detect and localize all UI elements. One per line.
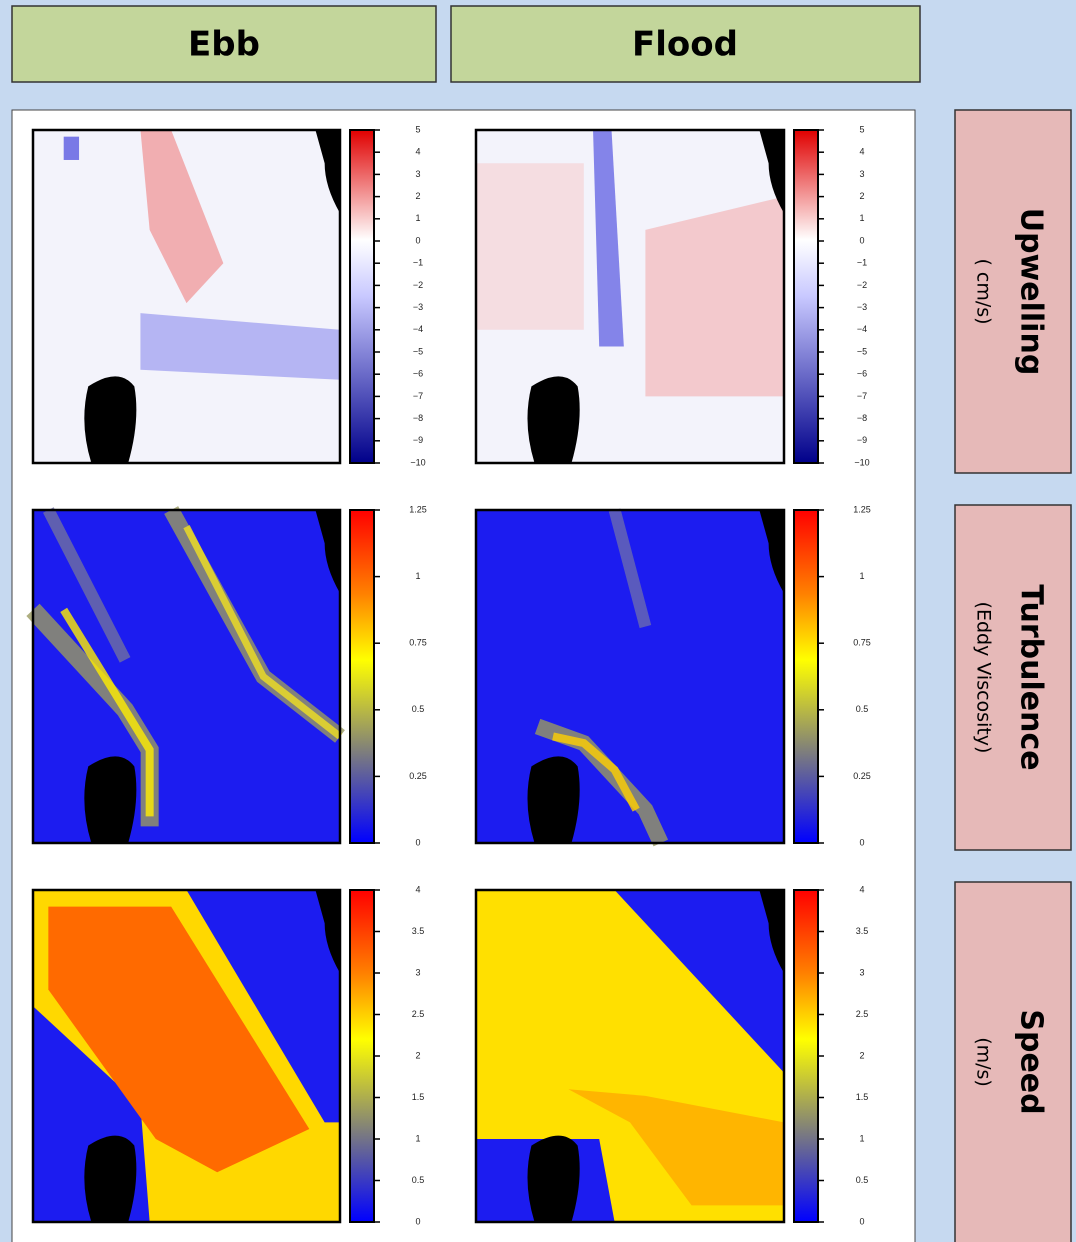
colorbar-tick-label: −9	[857, 435, 867, 445]
colorbar-tick-label: 4	[859, 884, 864, 894]
colorbar-tick-label: 4	[415, 147, 420, 157]
island	[84, 376, 136, 463]
colorbar	[350, 130, 374, 463]
heatmap-panel: 5 4 3 2 1 0 −1 −2 −3 −4 −5 −6 −7 −8 −9 −10	[33, 124, 426, 467]
colorbar-tick-label: 3	[859, 169, 864, 179]
colorbar-tick-label: 1.5	[856, 1092, 869, 1102]
colorbar	[350, 510, 374, 843]
row-label-title: Speed	[1014, 1009, 1049, 1114]
colorbar-tick-label: −1	[857, 258, 867, 268]
island	[527, 376, 579, 463]
colorbar-tick-label: 3.5	[412, 926, 425, 936]
colorbar-tick-label: 1	[859, 571, 864, 581]
colorbar-tick-label: 0	[859, 1216, 864, 1226]
colorbar-tick-label: −4	[413, 324, 423, 334]
colorbar-tick-label: 3	[415, 967, 420, 977]
row-label-unit: (m/s)	[973, 1037, 995, 1087]
colorbar-tick-label: 2	[859, 1050, 864, 1060]
colorbar-tick-label: 1	[859, 1133, 864, 1143]
colorbar-tick-label: 0	[415, 1216, 420, 1226]
colorbar-tick-label: 3	[859, 967, 864, 977]
heatmap-feature	[476, 163, 584, 329]
colorbar-tick-label: 1	[415, 213, 420, 223]
colorbar-tick-label: 0.5	[856, 1175, 869, 1185]
colorbar-tick-label: 0	[859, 235, 864, 245]
colorbar-tick-label: 0.5	[856, 704, 869, 714]
colorbar-tick-label: 2.5	[856, 1009, 869, 1019]
colorbar-tick-label: 1.25	[409, 504, 427, 514]
colorbar-tick-label: −3	[857, 302, 867, 312]
figure: Ebb Flood 543210−1−2−3−4−5−6−7−8−9−10543…	[0, 0, 1076, 1242]
colorbar-tick-label: 1	[415, 571, 420, 581]
colorbar-tick-label: 0.25	[853, 771, 871, 781]
colorbar-tick-label: −6	[413, 369, 423, 379]
colorbar-tick-label: 2	[415, 1050, 420, 1060]
column-header: Ebb	[188, 25, 260, 65]
island	[84, 1136, 136, 1222]
colorbar-tick-label: −10	[854, 457, 869, 467]
colorbar-tick-label: 5	[859, 124, 864, 134]
row-label-title: Turbulence	[1014, 584, 1049, 770]
heatmap-panel: 4 3.5 3 2.5 2 1.5 1 0.5 0	[476, 884, 868, 1226]
column-header: Flood	[632, 25, 738, 65]
colorbar-tick-label: 1	[859, 213, 864, 223]
heatmap-feature	[64, 137, 79, 160]
colorbar-tick-label: 1.25	[853, 504, 871, 514]
colorbar-tick-label: −8	[413, 413, 423, 423]
colorbar-tick-label: −2	[413, 280, 423, 290]
row-label-box	[955, 505, 1071, 850]
colorbar-tick-label: −7	[857, 391, 867, 401]
row-label-unit: ( cm/s)	[973, 258, 995, 324]
colorbar-tick-label: 0	[859, 837, 864, 847]
colorbar-tick-label: 3	[415, 169, 420, 179]
island	[527, 756, 579, 843]
heatmap-panel: 1.25 1 0.75 0.5 0.25 0	[476, 504, 871, 847]
colorbar-tick-label: −5	[857, 346, 867, 356]
colorbar-tick-label: −4	[857, 324, 867, 334]
heatmap-panel: 4 3.5 3 2.5 2 1.5 1 0.5 0	[33, 884, 424, 1226]
colorbar-tick-label: 0.75	[409, 638, 427, 648]
row-label-box	[955, 110, 1071, 473]
colorbar-tick-label: −6	[857, 369, 867, 379]
row-label-box	[955, 882, 1071, 1242]
colorbar-tick-label: 0.5	[412, 704, 425, 714]
colorbar-tick-label: 2	[415, 191, 420, 201]
colorbar-tick-label: 2	[859, 191, 864, 201]
colorbar-tick-label: −2	[857, 280, 867, 290]
colorbar-tick-label: 0.5	[412, 1175, 425, 1185]
heatmap-panel: 5 4 3 2 1 0 −1 −2 −3 −4 −5 −6 −7 −8 −9 −10	[476, 124, 870, 467]
colorbar	[794, 890, 818, 1222]
colorbar	[350, 890, 374, 1222]
heatmap-feature	[645, 197, 784, 397]
colorbar	[794, 510, 818, 843]
row-label-unit: (Eddy Viscosity)	[973, 602, 995, 754]
colorbar-tick-label: −8	[857, 413, 867, 423]
colorbar-tick-label: 3.5	[856, 926, 869, 936]
colorbar-tick-label: 5	[415, 124, 420, 134]
colorbar-tick-label: 0	[415, 837, 420, 847]
colorbar-tick-label: 0	[415, 235, 420, 245]
heatmap-panel: 1.25 1 0.75 0.5 0.25 0	[33, 504, 427, 847]
island	[527, 1136, 579, 1222]
row-label-title: Upwelling	[1014, 208, 1049, 376]
colorbar	[794, 130, 818, 463]
colorbar-tick-label: −9	[413, 435, 423, 445]
colorbar-tick-label: −5	[413, 346, 423, 356]
colorbar-tick-label: 2.5	[412, 1009, 425, 1019]
colorbar-tick-label: 4	[859, 147, 864, 157]
colorbar-tick-label: 0.75	[853, 638, 871, 648]
colorbar-tick-label: 1.5	[412, 1092, 425, 1102]
colorbar-tick-label: −7	[413, 391, 423, 401]
colorbar-tick-label: −3	[413, 302, 423, 312]
colorbar-tick-label: −1	[413, 258, 423, 268]
island	[84, 756, 136, 843]
colorbar-tick-label: 0.25	[409, 771, 427, 781]
colorbar-tick-label: −10	[410, 457, 425, 467]
colorbar-tick-label: 1	[415, 1133, 420, 1143]
colorbar-tick-label: 4	[415, 884, 420, 894]
